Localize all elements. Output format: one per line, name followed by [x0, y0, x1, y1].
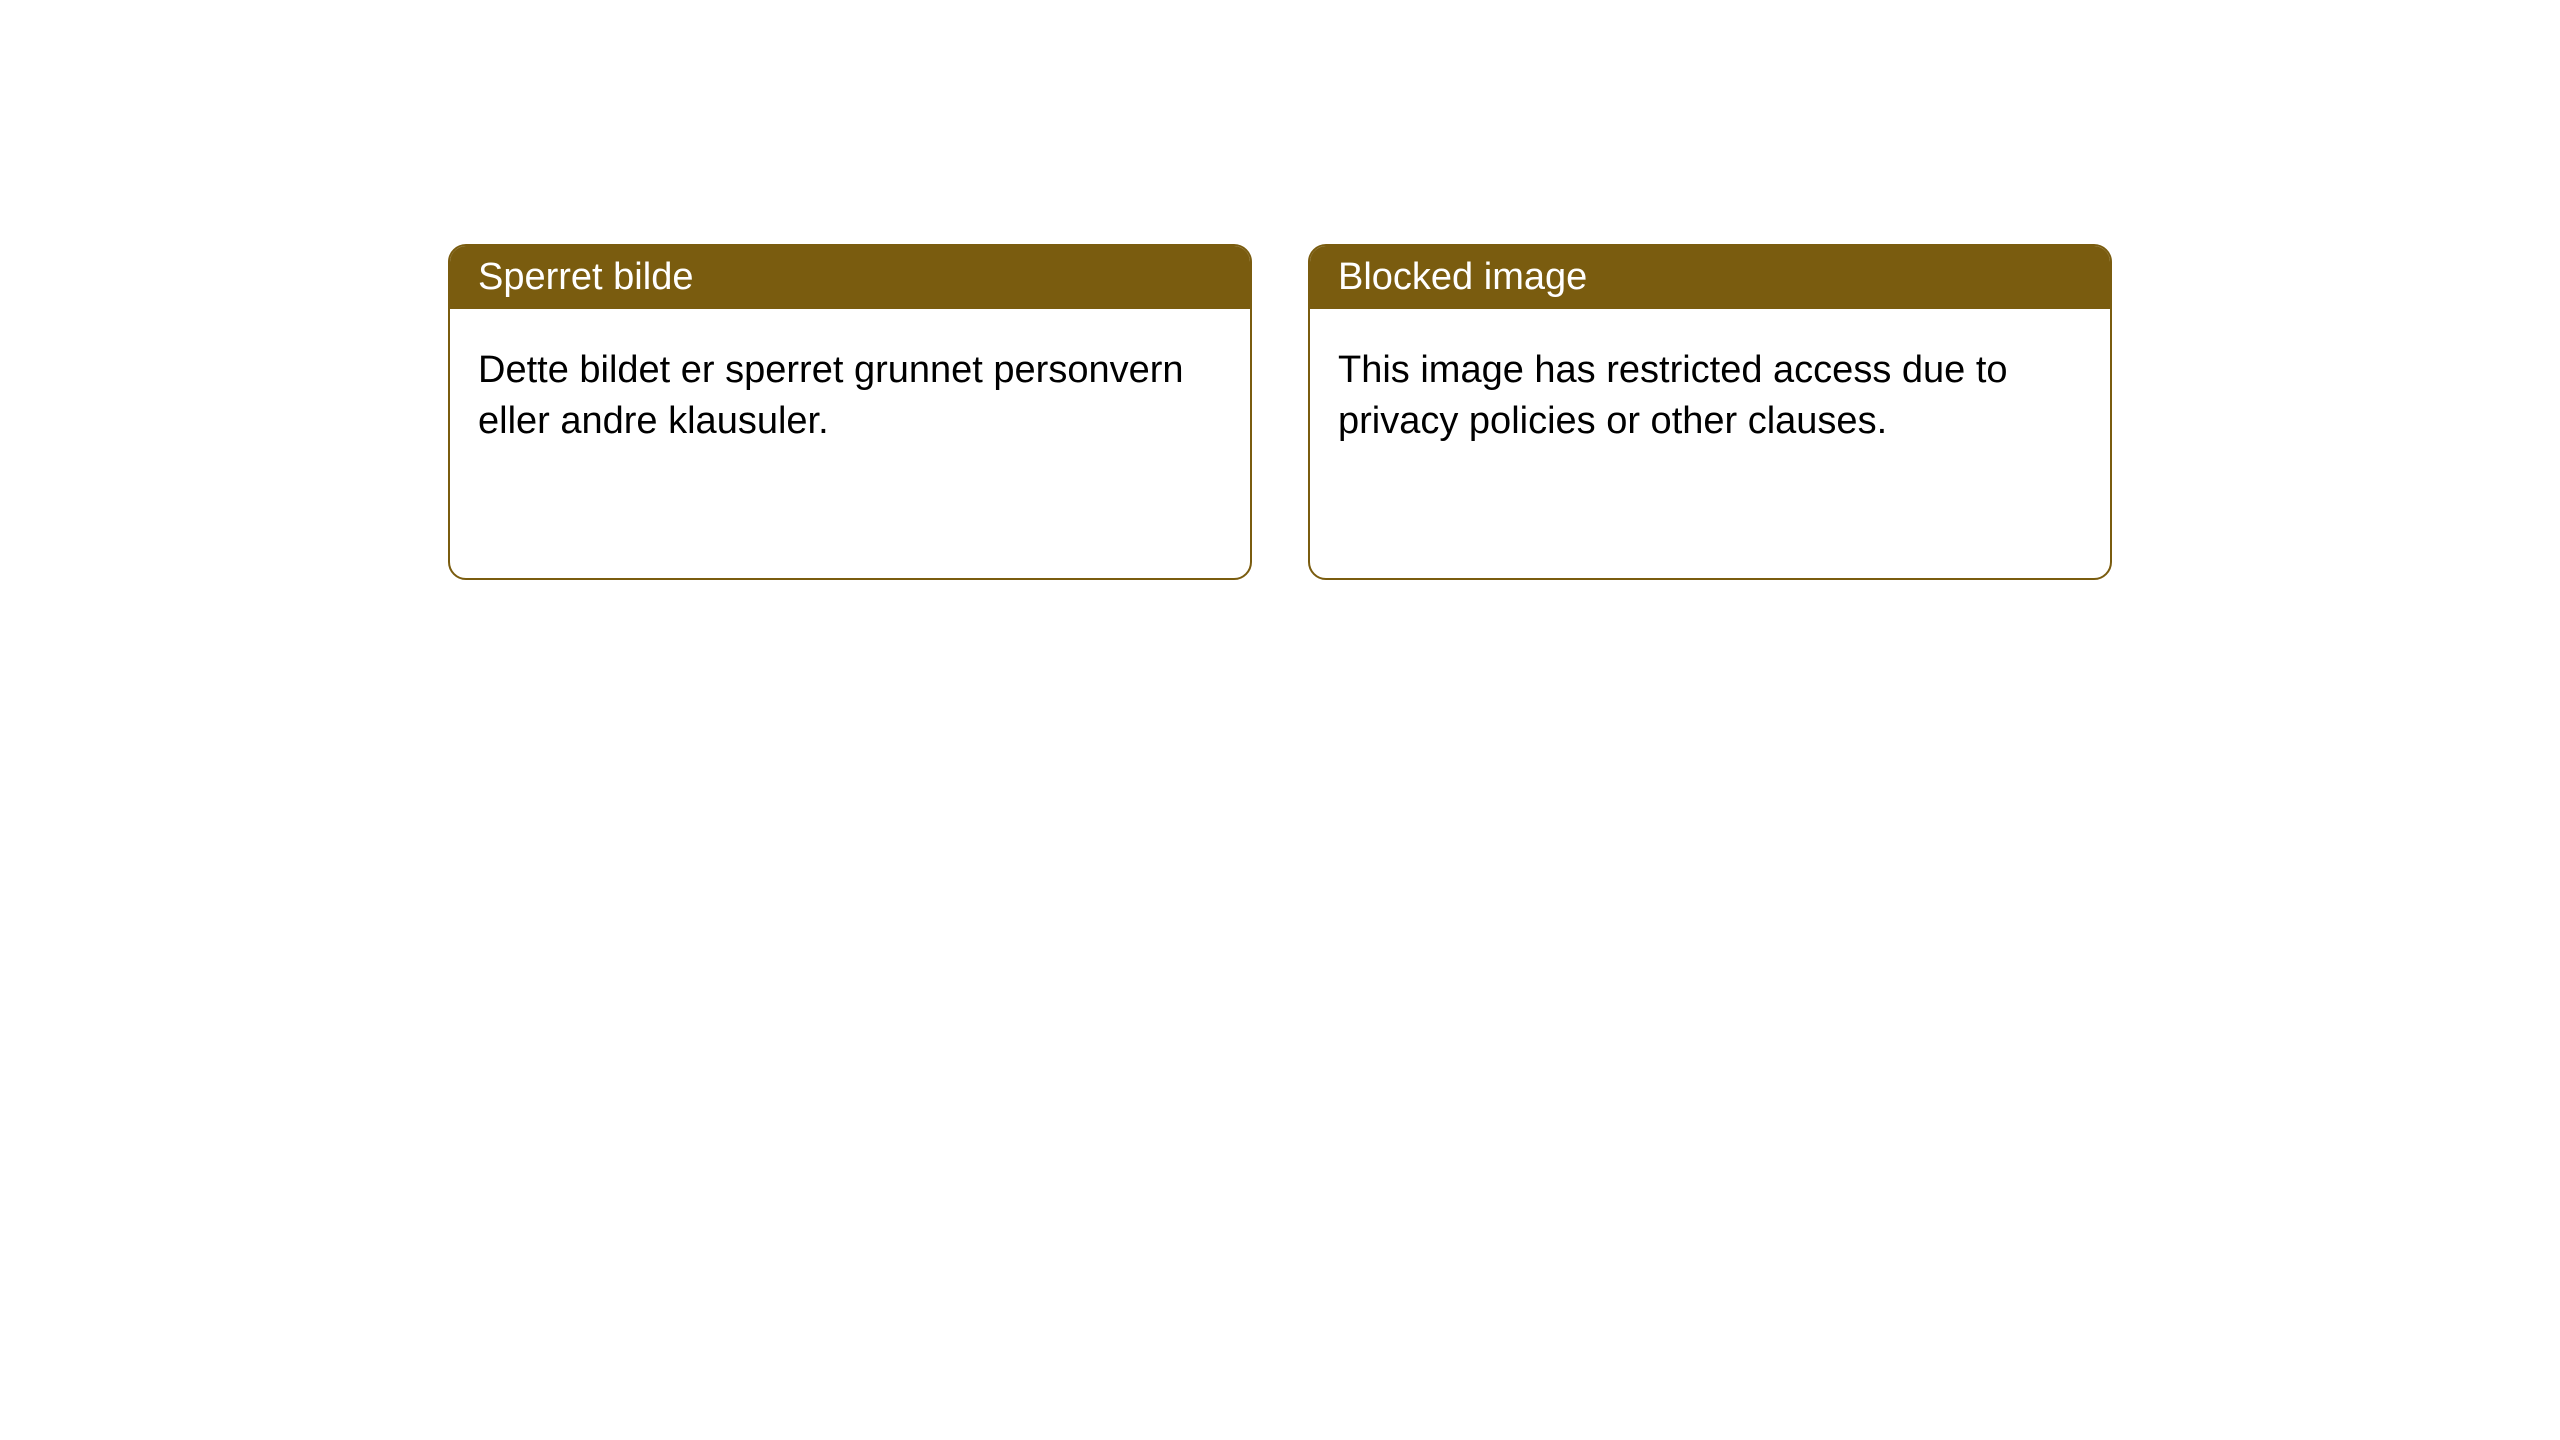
card-title: Blocked image: [1338, 256, 1587, 298]
card-header: Sperret bilde: [450, 246, 1250, 309]
blocked-image-card-norwegian: Sperret bilde Dette bildet er sperret gr…: [448, 244, 1252, 580]
card-message: Dette bildet er sperret grunnet personve…: [478, 349, 1184, 442]
card-header: Blocked image: [1310, 246, 2110, 309]
card-message: This image has restricted access due to …: [1338, 349, 2008, 442]
card-body: Dette bildet er sperret grunnet personve…: [450, 309, 1250, 484]
card-body: This image has restricted access due to …: [1310, 309, 2110, 484]
blocked-image-card-english: Blocked image This image has restricted …: [1308, 244, 2112, 580]
card-title: Sperret bilde: [478, 256, 693, 298]
notice-container: Sperret bilde Dette bildet er sperret gr…: [448, 244, 2112, 580]
